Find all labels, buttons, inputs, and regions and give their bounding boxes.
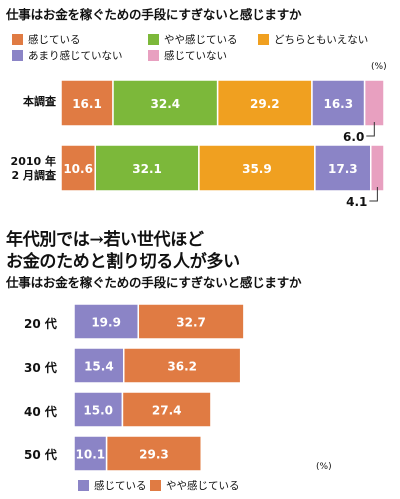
legend-label: 感じている [94,480,147,492]
legend2-item-kanjiteiru: 感じている [78,478,147,493]
bar-segment-0-1 [112,79,219,127]
legend-label: やや感じている [166,480,240,492]
legend-item-dochira: どちらともいえない [258,32,368,47]
legend-label: どちらともいえない [274,34,369,46]
age-bar-value-label: 27.4 [152,404,182,418]
headline-line2: お金のためと割り切る人が多い [6,252,240,272]
bar-value-label: 29.2 [250,97,280,111]
chart2-title: 仕事はお金を稼ぐための手段にすぎないと感じますか [6,275,302,290]
legend-swatch [150,480,161,491]
legend-swatch [148,34,159,45]
age-bar-segment-3-1 [105,435,203,472]
legend-swatch [148,50,159,61]
legend-label: 感じていない [164,50,227,62]
bar-value-label-callout: 6.0 [343,130,364,144]
age-label-50: 50 代 [24,448,57,462]
legend-swatch [78,480,89,491]
headline-line1: 年代別では→若い世代ほど [6,230,204,250]
age-bar-value-label: 36.2 [167,360,197,374]
legend-swatch [12,34,23,45]
age-bar-value-label: 15.0 [83,404,113,418]
age-bar-value-label: 29.3 [139,448,169,462]
bar-value-label: 35.9 [242,162,272,176]
callout-line [366,122,375,137]
bar-segment-0-3 [311,79,366,127]
row-label-honchousa: 本調査 [23,95,56,108]
age-bar-segment-2-0 [73,391,124,428]
legend-item-amari: あまり感じていない [12,48,123,63]
age-label-30: 30 代 [24,361,57,375]
chart2-unit: (%) [316,462,332,472]
chart1-unit: (%) [371,62,387,72]
bar-value-label: 17.3 [328,162,358,176]
legend-label: 感じている [28,34,81,46]
legend-item-kanjiteiru: 感じている [12,32,81,47]
bar-segment-0-4 [363,79,385,127]
row-label-2010: 2010 年 2 月調査 [10,155,56,182]
bar-segment-1-1 [94,144,200,192]
age-bar-segment-0-1 [137,303,245,340]
legend-swatch [258,34,269,45]
legend-label: やや感じている [164,34,238,46]
legend-swatch [12,50,23,61]
bar-value-label: 16.3 [323,97,353,111]
bar-segment-1-4 [370,144,385,192]
age-bar-segment-1-0 [73,347,125,384]
bar-value-label: 32.1 [132,162,162,176]
bar-segment-0-0 [60,79,114,127]
bar-value-label: 32.4 [151,97,181,111]
age-bar-segment-0-0 [73,303,140,340]
age-bar-segment-3-0 [73,435,108,472]
bar-value-label: 16.1 [72,97,102,111]
age-bar-value-label: 15.4 [84,360,114,374]
chart1-title: 仕事はお金を稼ぐための手段にすぎないと感じますか [6,7,302,22]
age-bar-segment-1-1 [122,347,242,384]
bar-segment-1-3 [314,144,372,192]
age-label-40: 40 代 [24,405,57,419]
callout-line [369,187,378,202]
bar-value-label-callout: 4.1 [346,195,367,209]
legend-item-nai: 感じていない [148,48,227,63]
bar-value-label: 10.6 [63,162,93,176]
age-label-20: 20 代 [24,317,57,331]
legend-item-yaya: やや感じている [148,32,238,47]
age-bar-segment-2-1 [121,391,212,428]
legend-label: あまり感じていない [28,50,123,62]
age-bar-value-label: 19.9 [91,316,121,330]
age-bar-value-label: 32.7 [176,316,206,330]
age-bar-value-label: 10.1 [76,448,106,462]
legend2-item-yaya: やや感じている [150,478,240,493]
bar-segment-1-0 [60,144,96,192]
